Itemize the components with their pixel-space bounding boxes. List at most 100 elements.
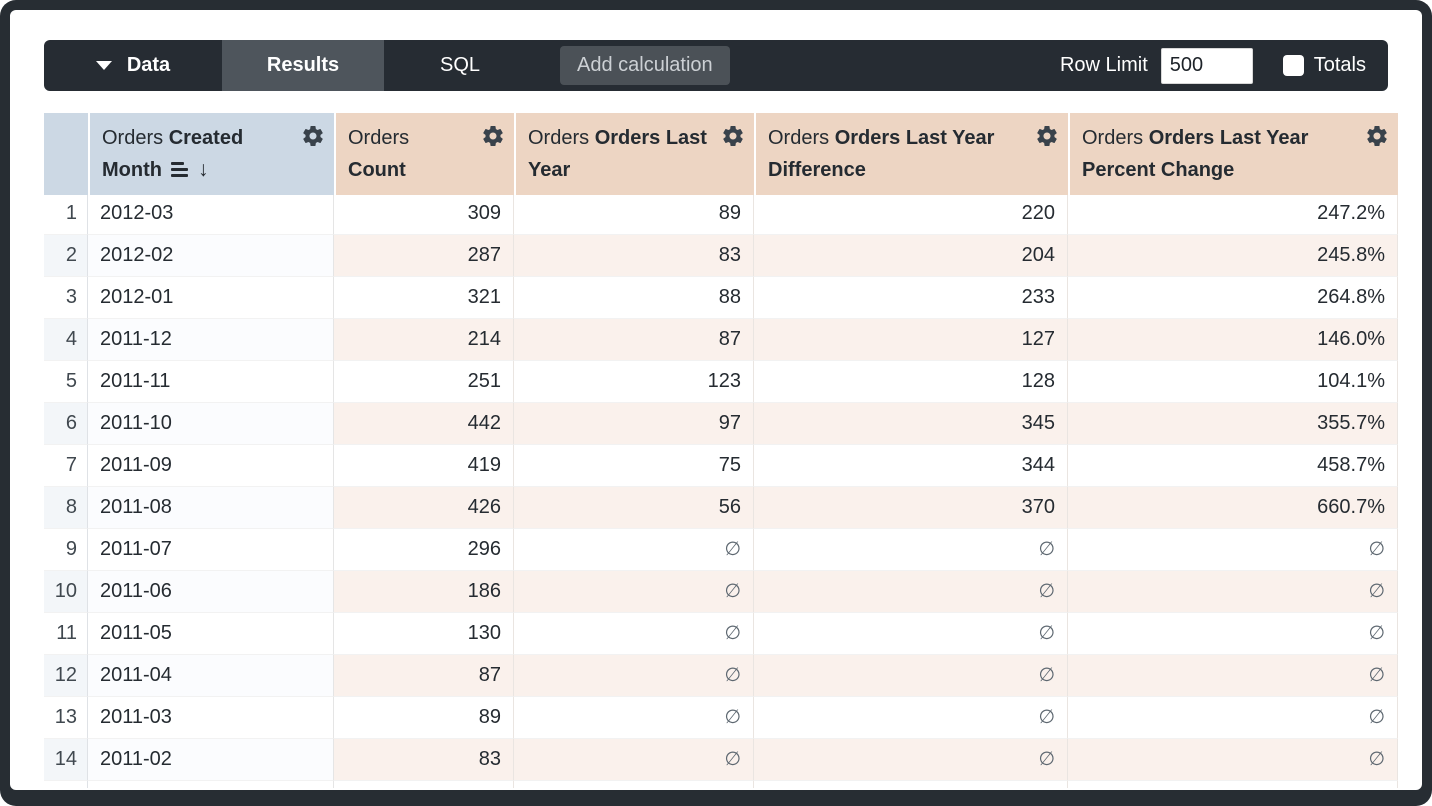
measure-cell[interactable]: 264.8% [1068,277,1398,319]
measure-cell[interactable]: 204 [754,235,1068,277]
measure-cell[interactable]: 287 [334,235,514,277]
measure-cell[interactable]: 344 [754,445,1068,487]
measure-cell[interactable]: ∅ [1068,655,1398,697]
measure-cell[interactable]: ∅ [754,697,1068,739]
measure-cell[interactable]: ∅ [1068,697,1398,739]
measure-cell[interactable]: 88 [514,277,754,319]
measure-cell[interactable]: 130 [334,613,514,655]
measure-cell[interactable]: 660.7% [1068,487,1398,529]
dimension-cell[interactable]: 2012-01 [88,277,334,319]
measure-cell[interactable]: ∅ [754,529,1068,571]
dimension-cell[interactable]: 2011-11 [88,361,334,403]
dimension-cell[interactable]: 2011-09 [88,445,334,487]
measure-cell[interactable]: 426 [334,487,514,529]
header-field-label: Orders Last Year [528,127,707,181]
dimension-cell[interactable]: 2011-03 [88,697,334,739]
tab-data-label: Data [126,54,171,76]
measure-cell[interactable]: 127 [754,319,1068,361]
gear-icon[interactable] [1365,124,1389,148]
measure-cell[interactable]: ∅ [514,613,754,655]
measure-cell[interactable]: ∅ [1068,613,1398,655]
gear-icon[interactable] [721,124,745,148]
measure-cell[interactable]: ∅ [514,655,754,697]
measure-cell[interactable]: 56 [514,487,754,529]
dimension-cell[interactable]: 2011-02 [88,739,334,781]
dimension-cell[interactable]: 2012-03 [88,193,334,235]
measure-cell[interactable]: 458.7% [1068,445,1398,487]
measure-cell[interactable]: 419 [334,445,514,487]
header-orders-count[interactable]: Orders Count [334,113,514,195]
measure-cell[interactable]: 89 [334,697,514,739]
measure-cell[interactable]: 128 [754,361,1068,403]
dimension-cell[interactable]: 2011-12 [88,319,334,361]
table-row: 14 2011-02 83 ∅ ∅ ∅ [44,739,1398,781]
measure-cell[interactable]: 123 [514,361,754,403]
sort-bars-icon [170,162,188,177]
row-index-cell: 7 [44,445,88,487]
measure-cell[interactable]: 233 [754,277,1068,319]
measure-cell[interactable]: 89 [514,193,754,235]
dimension-cell[interactable]: 2011-10 [88,403,334,445]
measure-cell[interactable]: ∅ [1068,739,1398,781]
measure-cell[interactable]: 214 [334,319,514,361]
row-index-cell: 6 [44,403,88,445]
measure-cell[interactable]: ∅ [754,739,1068,781]
tab-sql[interactable]: SQL [384,40,536,91]
measure-cell[interactable]: 83 [514,235,754,277]
measure-cell[interactable]: ∅ [514,697,754,739]
dimension-cell[interactable]: 2011-08 [88,487,334,529]
measure-cell[interactable]: 87 [514,319,754,361]
measure-cell[interactable]: ∅ [514,571,754,613]
measure-cell[interactable]: ∅ [754,571,1068,613]
header-orders-last-year[interactable]: Orders Orders Last Year [514,113,754,195]
measure-cell[interactable]: 104.1% [1068,361,1398,403]
measure-cell[interactable]: 75 [514,445,754,487]
dimension-cell[interactable]: 2011-04 [88,655,334,697]
measure-cell[interactable]: 87 [334,655,514,697]
table-row: 11 2011-05 130 ∅ ∅ ∅ [44,613,1398,655]
row-limit-label: Row Limit [1059,54,1148,76]
dimension-cell[interactable]: 2011-06 [88,571,334,613]
dimension-cell[interactable]: 2011-05 [88,613,334,655]
measure-cell[interactable]: 345 [754,403,1068,445]
measure-cell[interactable]: ∅ [754,655,1068,697]
measure-cell[interactable]: 370 [754,487,1068,529]
measure-cell[interactable]: 186 [334,571,514,613]
measure-cell[interactable]: 220 [754,193,1068,235]
measure-cell[interactable]: ∅ [754,613,1068,655]
measure-cell[interactable]: 296 [334,529,514,571]
dimension-cell[interactable]: 2011-07 [88,529,334,571]
measure-cell[interactable]: 245.8% [1068,235,1398,277]
measure-cell[interactable]: 97 [514,403,754,445]
measure-cell[interactable]: ∅ [1068,571,1398,613]
measure-cell[interactable]: ∅ [514,739,754,781]
gear-icon[interactable] [1035,124,1059,148]
header-orders-created-month[interactable]: Orders Created Month ↓ [88,113,334,195]
header-orders-last-year-difference[interactable]: Orders Orders Last Year Difference [754,113,1068,195]
row-limit-input[interactable] [1160,47,1253,84]
measure-cell[interactable]: ∅ [514,529,754,571]
measure-cell[interactable]: 309 [334,193,514,235]
row-index-cell: 8 [44,487,88,529]
header-orders-last-year-percent-change[interactable]: Orders Orders Last Year Percent Change [1068,113,1398,195]
row-index-cell: 2 [44,235,88,277]
measure-cell[interactable]: 146.0% [1068,319,1398,361]
measure-cell[interactable]: 247.2% [1068,193,1398,235]
gear-icon[interactable] [301,124,325,148]
measure-cell[interactable]: ∅ [1068,529,1398,571]
explore-results-panel: Data Results SQL Add calculation Row Lim… [10,10,1422,790]
header-field-label: Orders Last Year Difference [768,127,995,181]
tab-results-label: Results [266,54,340,76]
measure-cell[interactable]: 442 [334,403,514,445]
totals-checkbox[interactable] [1282,55,1304,76]
tab-data[interactable]: Data [44,40,222,91]
measure-cell[interactable]: 83 [334,739,514,781]
dimension-cell[interactable]: 2012-02 [88,235,334,277]
measure-cell[interactable]: 251 [334,361,514,403]
header-row-number [44,113,88,195]
measure-cell[interactable]: 321 [334,277,514,319]
tab-results[interactable]: Results [222,40,384,91]
measure-cell[interactable]: 355.7% [1068,403,1398,445]
gear-icon[interactable] [481,124,505,148]
add-calculation-button[interactable]: Add calculation [560,46,730,85]
